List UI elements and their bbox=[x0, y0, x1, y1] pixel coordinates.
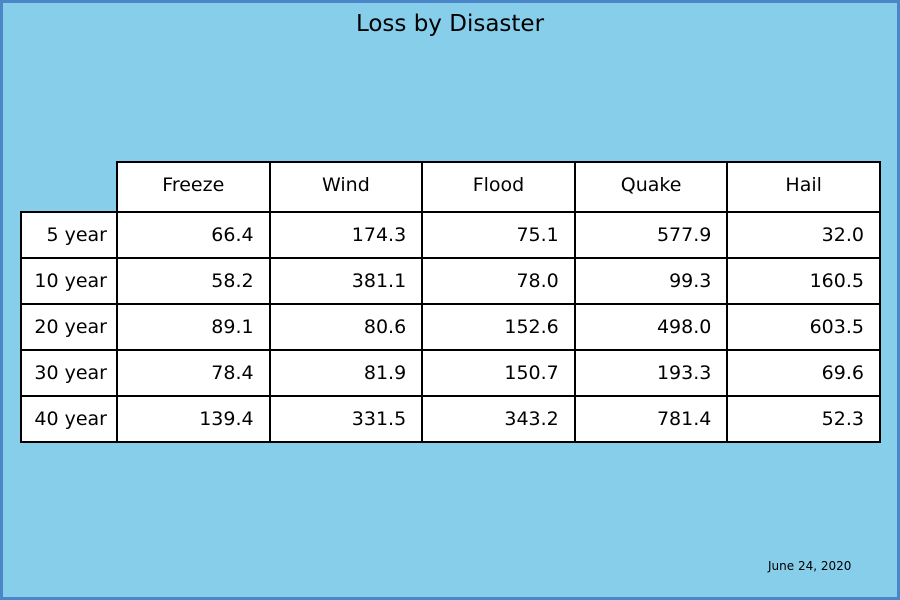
data-table: Freeze Wind Flood Quake Hail 5 year 66.4… bbox=[20, 161, 881, 443]
column-header-wind: Wind bbox=[268, 161, 424, 213]
table-row: 30 year 78.4 81.9 150.7 193.3 69.6 bbox=[20, 349, 881, 397]
table-cell: 603.5 bbox=[726, 303, 881, 351]
table-cell: 89.1 bbox=[116, 303, 271, 351]
table-cell: 80.6 bbox=[268, 303, 424, 351]
table-row: 40 year 139.4 331.5 343.2 781.4 52.3 bbox=[20, 395, 881, 443]
table-cell: 577.9 bbox=[573, 211, 729, 259]
row-header: 5 year bbox=[20, 211, 118, 259]
date-label: June 24, 2020 bbox=[768, 559, 852, 573]
table-cell: 81.9 bbox=[268, 349, 424, 397]
header-row: Freeze Wind Flood Quake Hail bbox=[21, 161, 881, 213]
table-cell: 52.3 bbox=[726, 395, 881, 443]
table-cell: 66.4 bbox=[116, 211, 271, 259]
table-cell: 58.2 bbox=[116, 257, 271, 305]
table-row: 20 year 89.1 80.6 152.6 498.0 603.5 bbox=[20, 303, 881, 351]
row-header: 20 year bbox=[20, 303, 118, 351]
table-cell: 69.6 bbox=[726, 349, 881, 397]
table-cell: 160.5 bbox=[726, 257, 881, 305]
table-cell: 343.2 bbox=[421, 395, 576, 443]
column-header-quake: Quake bbox=[573, 161, 729, 213]
table-cell: 32.0 bbox=[726, 211, 881, 259]
table-cell: 498.0 bbox=[573, 303, 729, 351]
table-cell: 174.3 bbox=[268, 211, 424, 259]
table-cell: 75.1 bbox=[421, 211, 576, 259]
table-corner bbox=[21, 162, 118, 213]
table-cell: 152.6 bbox=[421, 303, 576, 351]
row-header: 10 year bbox=[20, 257, 118, 305]
table-cell: 99.3 bbox=[573, 257, 729, 305]
table-container: Freeze Wind Flood Quake Hail 5 year 66.4… bbox=[20, 161, 881, 443]
table-cell: 78.4 bbox=[116, 349, 271, 397]
row-header: 30 year bbox=[20, 349, 118, 397]
column-header-hail: Hail bbox=[726, 161, 881, 213]
table-cell: 781.4 bbox=[573, 395, 729, 443]
column-header-flood: Flood bbox=[421, 161, 576, 213]
column-header-freeze: Freeze bbox=[116, 161, 271, 213]
table-cell: 78.0 bbox=[421, 257, 576, 305]
chart-title: Loss by Disaster bbox=[355, 11, 545, 37]
table-row: 10 year 58.2 381.1 78.0 99.3 160.5 bbox=[20, 257, 881, 305]
table-cell: 381.1 bbox=[268, 257, 424, 305]
table-cell: 150.7 bbox=[421, 349, 576, 397]
table-row: 5 year 66.4 174.3 75.1 577.9 32.0 bbox=[20, 211, 881, 259]
table-cell: 193.3 bbox=[573, 349, 729, 397]
row-header: 40 year bbox=[20, 395, 118, 443]
table-cell: 331.5 bbox=[268, 395, 424, 443]
table-cell: 139.4 bbox=[116, 395, 271, 443]
